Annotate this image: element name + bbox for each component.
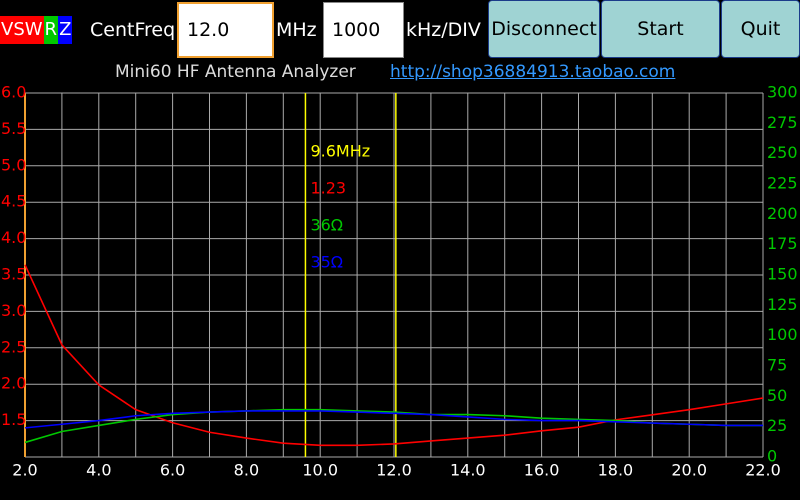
- y-tick-label: 5.0: [1, 155, 26, 174]
- marker-label: 9.6MHz: [310, 142, 370, 161]
- y-tick-label: 3.5: [1, 265, 26, 284]
- marker-readout: 35Ω: [310, 253, 343, 272]
- y2-tick-label: 175: [767, 234, 798, 253]
- x-tick-label: 10.0: [302, 461, 338, 480]
- y-tick-label: 2.0: [1, 374, 26, 393]
- y2-tick-label: 250: [767, 143, 798, 162]
- span-unit: kHz/DIV: [406, 19, 481, 41]
- y2-tick-label: 200: [767, 204, 798, 223]
- y-tick-label: 4.0: [1, 228, 26, 247]
- series-tag: VSW: [0, 16, 44, 44]
- series-tag: R: [43, 16, 59, 44]
- y-tick-label: 4.5: [1, 192, 26, 211]
- x-tick-label: 22.0: [745, 461, 781, 480]
- x-tick-label: 18.0: [598, 461, 634, 480]
- y2-tick-label: 125: [767, 295, 798, 314]
- x-tick-label: 2.0: [12, 461, 37, 480]
- y2-tick-label: 275: [767, 113, 798, 132]
- app-title: Mini60 HF Antenna Analyzer: [115, 62, 356, 82]
- start-button[interactable]: Start: [601, 0, 720, 58]
- y2-tick-label: 100: [767, 325, 798, 344]
- series-line: [24, 410, 763, 429]
- y-tick-label: 5.5: [1, 119, 26, 138]
- x-tick-label: 6.0: [160, 461, 185, 480]
- y2-tick-label: 225: [767, 174, 798, 193]
- centfreq-label: CentFreq: [90, 19, 176, 41]
- y-tick-label: 3.0: [1, 301, 26, 320]
- y-tick-label: 6.0: [1, 83, 26, 102]
- x-tick-label: 16.0: [524, 461, 560, 480]
- marker-readout: 36Ω: [310, 216, 343, 235]
- x-tick-label: 4.0: [86, 461, 111, 480]
- disconnect-button[interactable]: Disconnect: [488, 0, 600, 58]
- y2-tick-label: 300: [767, 83, 798, 102]
- span-input[interactable]: 1000: [323, 2, 404, 58]
- x-tick-label: 20.0: [671, 461, 707, 480]
- y2-tick-label: 25: [767, 416, 787, 435]
- centfreq-input[interactable]: 12.0: [177, 2, 274, 58]
- centfreq-unit: MHz: [276, 19, 317, 41]
- series-line: [24, 264, 764, 447]
- y2-tick-label: 150: [767, 265, 798, 284]
- marker-readout: 1.23: [310, 179, 346, 198]
- y2-tick-label: 75: [767, 356, 787, 375]
- shop-link[interactable]: http://shop36884913.taobao.com: [390, 62, 676, 82]
- series-tag: Z: [58, 16, 73, 44]
- y2-tick-label: 0: [767, 447, 777, 466]
- y2-tick-label: 50: [767, 386, 787, 405]
- y-tick-label: 1.5: [1, 410, 26, 429]
- x-tick-label: 12.0: [376, 461, 412, 480]
- x-tick-label: 8.0: [234, 461, 259, 480]
- quit-button[interactable]: Quit: [721, 0, 800, 58]
- y-tick-label: 2.5: [1, 337, 26, 356]
- x-tick-label: 14.0: [450, 461, 486, 480]
